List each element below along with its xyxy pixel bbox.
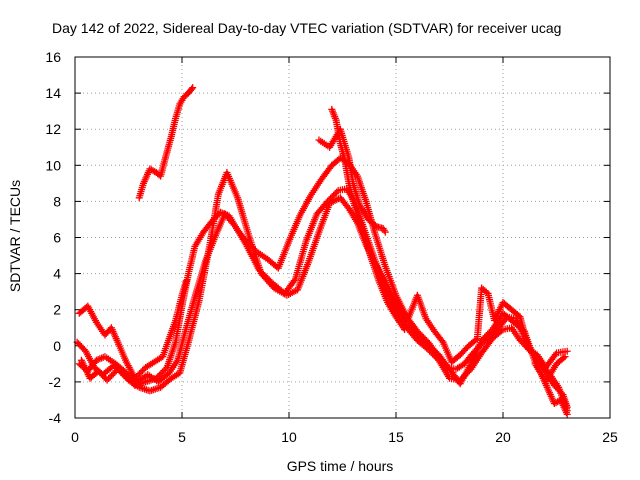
data-point: [560, 354, 568, 362]
y-tick-label: 16: [45, 49, 61, 65]
data-point: [160, 367, 168, 375]
data-point: [114, 365, 122, 373]
data-point: [106, 373, 114, 381]
data-point: [481, 333, 489, 341]
y-tick-label: 14: [45, 85, 61, 101]
y-tick-label: 0: [53, 338, 61, 354]
y-tick-label: -4: [49, 410, 62, 426]
data-point: [381, 228, 389, 236]
data-point: [189, 84, 197, 92]
data-point: [482, 332, 490, 340]
data-point: [103, 376, 111, 384]
data-point: [105, 375, 113, 383]
series-track-9: [531, 360, 571, 418]
data-point: [328, 193, 336, 201]
data-point: [472, 336, 480, 344]
x-tick-label: 5: [178, 429, 186, 445]
data-point: [120, 371, 128, 379]
data-point: [111, 368, 119, 376]
data-point: [132, 373, 140, 381]
y-tick-label: 12: [45, 121, 61, 137]
data-point: [401, 326, 409, 334]
y-tick-label: 2: [53, 302, 61, 318]
data-point: [117, 368, 125, 376]
data-point: [137, 368, 145, 376]
y-tick-label: 8: [53, 193, 61, 209]
y-tick-label: -2: [49, 374, 62, 390]
data-point: [371, 221, 379, 229]
grid-layer: [75, 57, 610, 418]
x-tick-label: 10: [281, 429, 297, 445]
y-tick-label: 4: [53, 266, 61, 282]
data-point: [108, 371, 116, 379]
data-point: [563, 347, 571, 355]
data-point: [290, 277, 298, 285]
data-point: [330, 191, 338, 199]
data-point: [497, 327, 505, 335]
tick-layer: 0 5 10 15 20 25 -4 -2 0 2 4 6 8 10 12 14 16: [45, 49, 618, 445]
y-tick-label: 6: [53, 230, 61, 246]
data-point: [136, 370, 144, 378]
mark-layer: [73, 84, 571, 418]
y-axis-label: SDTVAR / TECUs: [7, 180, 23, 292]
series-track-5: [135, 84, 197, 202]
y-tick-label: 10: [45, 157, 61, 173]
data-point: [438, 337, 446, 345]
chart-title: Day 142 of 2022, Sidereal Day-to-day VTE…: [52, 20, 561, 36]
data-point: [182, 277, 190, 285]
data-point: [188, 85, 196, 93]
data-point: [563, 410, 571, 418]
data-point: [115, 367, 123, 375]
data-point: [118, 370, 126, 378]
data-point: [158, 368, 166, 376]
data-point: [331, 190, 339, 198]
data-point: [131, 374, 139, 382]
x-tick-label: 25: [602, 429, 618, 445]
data-point: [121, 373, 129, 381]
x-tick-label: 15: [388, 429, 404, 445]
series-track-4: [75, 277, 190, 382]
data-point: [485, 329, 493, 337]
data-point: [484, 330, 492, 338]
data-point: [333, 188, 341, 196]
x-tick-label: 0: [71, 429, 79, 445]
series-track-8: [396, 284, 571, 371]
data-point: [139, 367, 147, 375]
x-axis-label: GPS time / hours: [287, 458, 394, 474]
data-point: [134, 371, 142, 379]
x-tick-label: 20: [495, 429, 511, 445]
data-point: [109, 370, 117, 378]
series-track-7: [328, 105, 409, 334]
plot-frame: [74, 56, 611, 419]
